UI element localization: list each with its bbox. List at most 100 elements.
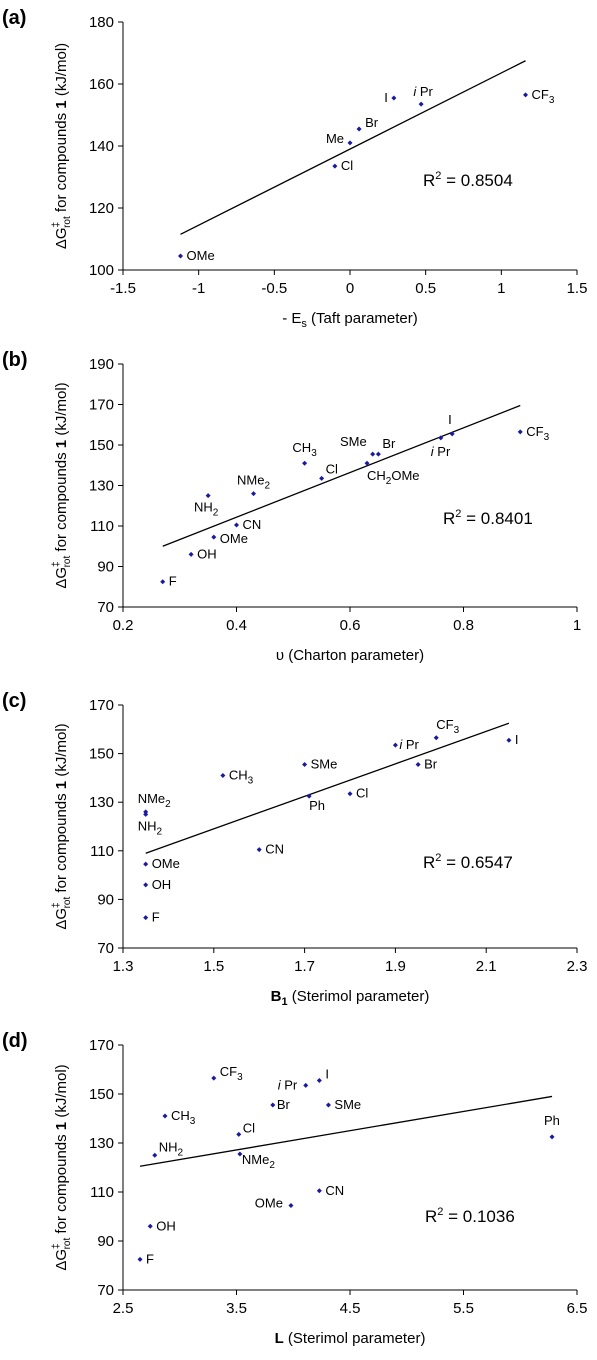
x-tick-label: 3.5 xyxy=(226,1300,247,1317)
point-label-nme2: NMe2​ xyxy=(237,473,270,492)
chart-panel-d: 70 90 110 130 150 170 2.5 3.5 4.5 5.5 6.5 F OH NH2​ CH… xyxy=(2,1030,587,1347)
y-tick-label: 110 xyxy=(90,518,114,535)
point-cn xyxy=(256,847,262,853)
point-ph xyxy=(549,1134,555,1140)
point-br xyxy=(415,762,421,768)
point-i xyxy=(506,737,512,743)
point-ome xyxy=(288,1202,294,1208)
r-squared-label: R2 = 0.1036 xyxy=(425,1206,515,1226)
point-label-cl: Cl xyxy=(341,158,353,173)
point-label-i: I xyxy=(384,90,388,105)
y-tick-label: 150 xyxy=(89,746,114,763)
point-label-ome: OMe xyxy=(255,1195,283,1210)
point-ch3 xyxy=(162,1113,168,1119)
panel-label: (d) xyxy=(2,1030,28,1052)
point-label-oh: OH xyxy=(197,546,217,561)
point-sme xyxy=(302,762,308,768)
point-ph xyxy=(306,793,312,799)
y-tick-label: 90 xyxy=(97,1233,114,1250)
point-nme2 xyxy=(237,1151,243,1157)
y-tick-label: 170 xyxy=(89,397,114,414)
x-axis-label: υ (Charton parameter) xyxy=(276,647,424,664)
x-tick-label: 0.5 xyxy=(415,280,436,297)
r-squared-label: R2 = 0.8401 xyxy=(443,508,533,528)
x-tick-label: 5.5 xyxy=(453,1300,474,1317)
point-f xyxy=(143,915,149,921)
point-label-nh2: NH2​ xyxy=(138,818,163,837)
point-cf3 xyxy=(433,735,439,741)
point-label-cl: Cl xyxy=(356,786,368,801)
point-nh2 xyxy=(152,1152,158,1158)
x-tick-label: 1.3 xyxy=(113,958,134,975)
point-cl xyxy=(236,1131,242,1137)
point-label-ipr: i Pr xyxy=(399,737,419,752)
point-oh xyxy=(143,882,149,888)
point-cf3 xyxy=(517,429,523,435)
panel-label: (c) xyxy=(2,690,26,712)
point-i xyxy=(316,1078,322,1084)
x-tick-label: 1 xyxy=(573,617,581,634)
x-tick-label: 6.5 xyxy=(567,1300,588,1317)
point-i xyxy=(449,431,455,437)
point-nh2 xyxy=(205,493,211,499)
trendline xyxy=(145,722,510,854)
y-tick-label: 130 xyxy=(89,794,114,811)
point-me xyxy=(347,140,353,146)
y-tick-label: 100 xyxy=(89,262,114,279)
x-tick-label: 2.3 xyxy=(567,958,588,975)
point-oh xyxy=(188,551,194,557)
point-label-i: I xyxy=(515,732,519,747)
point-label-ch2ome: CH2​OMe xyxy=(367,468,420,487)
point-label-ch3: CH3​ xyxy=(229,767,254,786)
y-axis-label: ΔG‡rot for compounds 1 (kJ/mol) xyxy=(51,382,73,588)
point-f xyxy=(160,579,166,585)
y-tick-label: 150 xyxy=(89,437,114,454)
point-cl xyxy=(347,791,353,797)
y-tick-label: 170 xyxy=(89,1037,114,1054)
point-br xyxy=(270,1102,276,1108)
point-label-sme: SMe xyxy=(334,1097,361,1112)
point-ch2ome xyxy=(364,460,370,466)
point-f xyxy=(137,1256,143,1262)
x-tick-label: 0.8 xyxy=(453,617,474,634)
point-ch3 xyxy=(302,460,308,466)
point-label-cn: CN xyxy=(325,1183,344,1198)
point-label-cn: CN xyxy=(243,517,262,532)
point-label-cf3: CF3​ xyxy=(526,424,549,443)
point-label-oh: OH xyxy=(152,877,172,892)
point-sme xyxy=(370,451,376,457)
point-label-me: Me xyxy=(326,131,344,146)
point-label-cf3: CF3​ xyxy=(436,717,459,736)
point-label-cl: Cl xyxy=(326,461,338,476)
x-tick-label: 2.5 xyxy=(113,1300,134,1317)
point-label-ome: OMe xyxy=(187,248,215,263)
panel-label: (b) xyxy=(2,349,28,371)
point-label-f: F xyxy=(152,910,160,925)
y-tick-label: 170 xyxy=(89,697,114,714)
point-label-oh: OH xyxy=(156,1218,176,1233)
x-tick-label: -1.5 xyxy=(110,280,136,297)
chart-panel-a: 100 120 140 160 180 -1.5 -1 -0.5 0 0.5 1 1.5 OMe Cl Me… xyxy=(2,7,587,330)
point-label-nh2: NH2​ xyxy=(194,500,219,519)
trendline xyxy=(139,1095,553,1167)
point-ipr xyxy=(418,101,424,107)
point-label-ph: Ph xyxy=(309,798,325,813)
point-label-f: F xyxy=(146,1251,154,1266)
y-tick-label: 120 xyxy=(89,200,114,217)
chart-panel-b: 70 90 110 130 150 170 190 0.2 0.4 0.6 0.8 1 F OH NH2​O… xyxy=(2,349,581,664)
point-label-ch3: CH3​ xyxy=(171,1108,196,1127)
point-nme2 xyxy=(251,491,257,497)
trendline xyxy=(180,60,526,235)
y-tick-label: 130 xyxy=(89,1135,114,1152)
point-ch3 xyxy=(220,772,226,778)
point-label-ome: OMe xyxy=(220,531,248,546)
point-br xyxy=(375,451,381,457)
point-label-sme: SMe xyxy=(340,434,367,449)
x-tick-label: -1 xyxy=(192,280,205,297)
point-cf3 xyxy=(523,92,529,98)
point-label-ipr: i Pr xyxy=(431,444,451,459)
point-label-cf3: CF3​ xyxy=(220,1064,243,1083)
y-tick-label: 180 xyxy=(89,14,114,31)
point-label-sme: SMe xyxy=(311,757,338,772)
point-label-br: Br xyxy=(424,757,438,772)
